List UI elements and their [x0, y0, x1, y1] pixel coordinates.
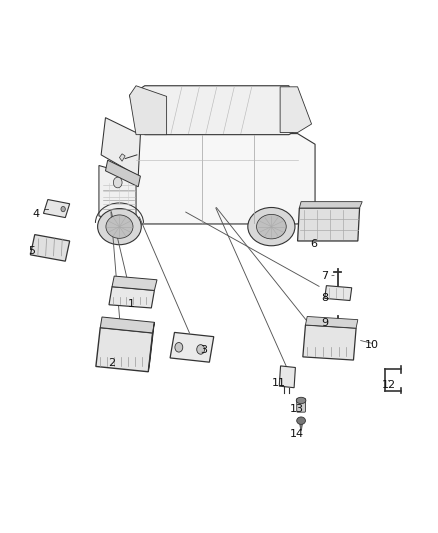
Text: 7: 7: [321, 271, 328, 281]
Polygon shape: [121, 134, 315, 224]
Circle shape: [113, 177, 122, 188]
Text: 10: 10: [365, 340, 379, 350]
Polygon shape: [148, 322, 154, 372]
Text: 6: 6: [311, 239, 318, 249]
Polygon shape: [305, 317, 358, 328]
FancyBboxPatch shape: [297, 398, 305, 412]
Polygon shape: [297, 208, 360, 241]
Polygon shape: [280, 87, 311, 133]
Polygon shape: [106, 160, 141, 187]
Ellipse shape: [98, 208, 141, 245]
Polygon shape: [303, 325, 356, 360]
Polygon shape: [30, 235, 70, 261]
Text: 8: 8: [321, 293, 328, 303]
Text: 1: 1: [128, 298, 135, 309]
Text: 11: 11: [272, 378, 286, 389]
Polygon shape: [43, 199, 70, 217]
Polygon shape: [299, 201, 362, 208]
Circle shape: [61, 206, 65, 212]
Polygon shape: [130, 86, 166, 135]
Text: 12: 12: [382, 379, 396, 390]
Polygon shape: [170, 333, 214, 362]
Text: 9: 9: [321, 318, 328, 328]
Text: 2: 2: [109, 358, 116, 368]
Polygon shape: [130, 86, 304, 135]
Ellipse shape: [106, 215, 133, 238]
Ellipse shape: [296, 397, 306, 403]
Ellipse shape: [248, 207, 295, 246]
Polygon shape: [100, 317, 154, 333]
Polygon shape: [112, 276, 157, 290]
Polygon shape: [120, 154, 125, 161]
Ellipse shape: [297, 417, 305, 424]
Polygon shape: [101, 118, 141, 176]
Circle shape: [197, 345, 205, 354]
Polygon shape: [96, 328, 152, 372]
Text: 14: 14: [290, 429, 304, 439]
Polygon shape: [325, 286, 352, 301]
Text: 13: 13: [290, 404, 304, 414]
Circle shape: [175, 343, 183, 352]
Polygon shape: [109, 287, 154, 308]
Ellipse shape: [257, 214, 286, 239]
Text: 5: 5: [28, 246, 35, 255]
Text: 3: 3: [200, 345, 207, 356]
Polygon shape: [299, 421, 303, 430]
Text: 4: 4: [33, 209, 40, 220]
Polygon shape: [279, 366, 295, 387]
Polygon shape: [99, 165, 136, 224]
